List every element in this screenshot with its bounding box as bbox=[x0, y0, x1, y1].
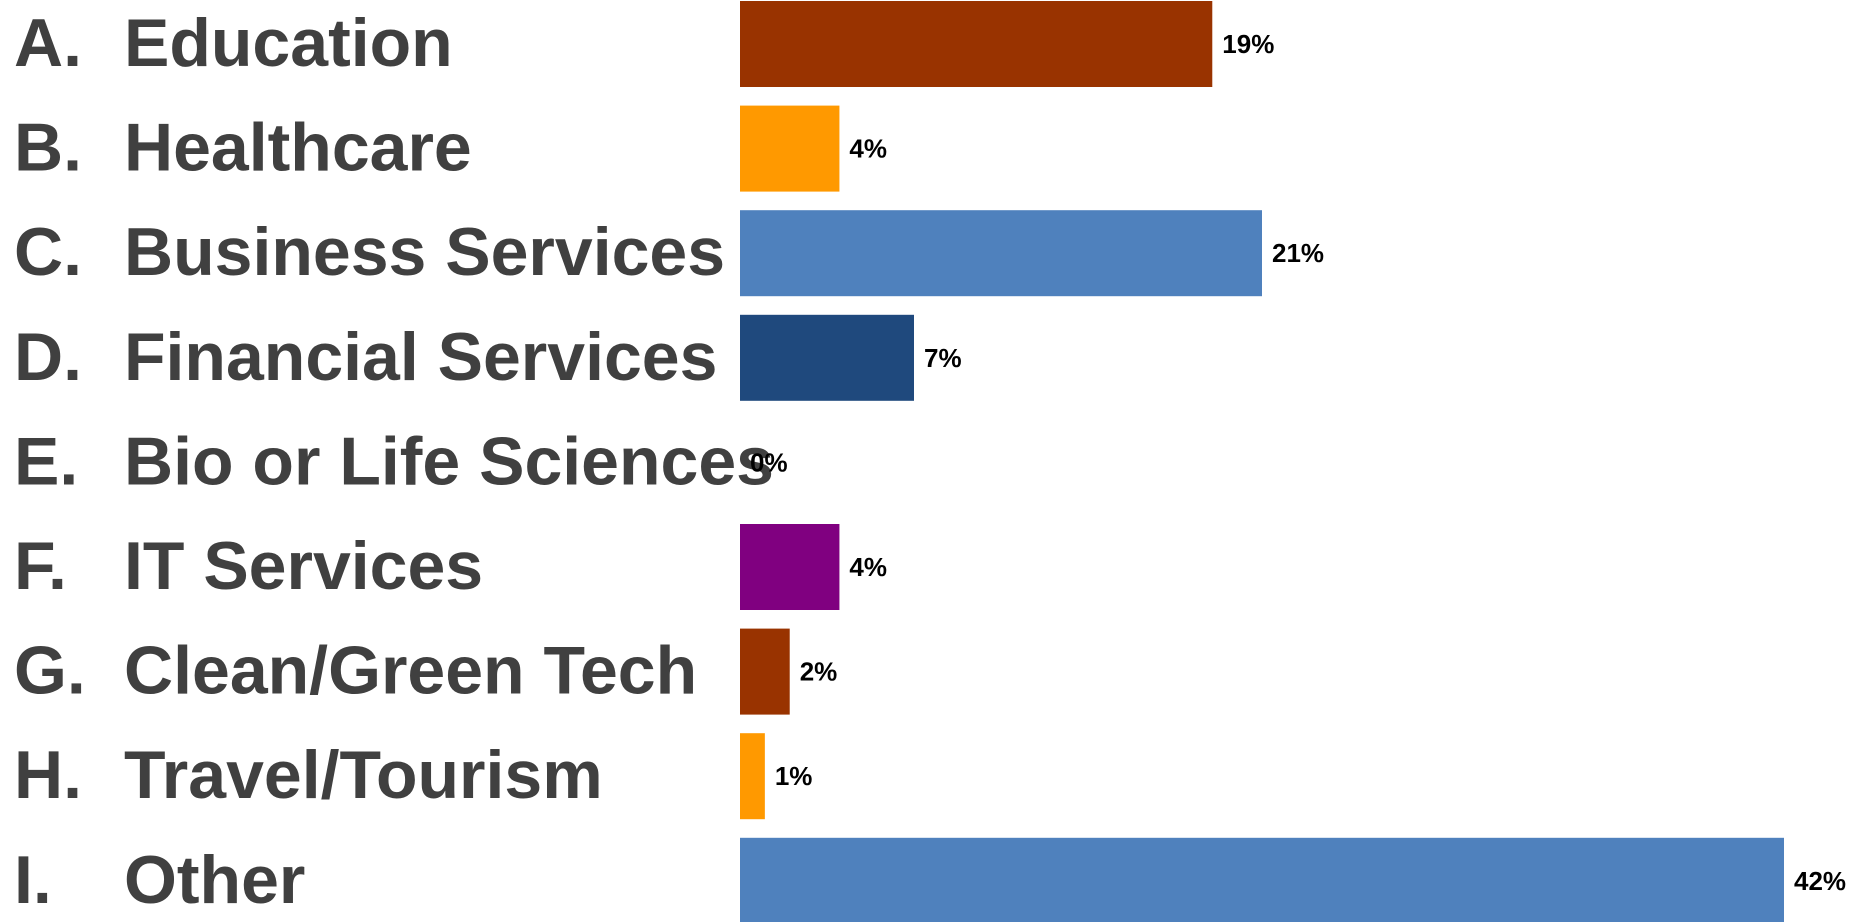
option-letter-e: E. bbox=[14, 423, 78, 499]
option-letter-h: H. bbox=[14, 737, 82, 813]
value-label-bio-or-life-sciences: 0% bbox=[750, 447, 788, 477]
option-letter-c: C. bbox=[14, 214, 82, 290]
option-letter-d: D. bbox=[14, 319, 82, 395]
bar-business-services bbox=[740, 210, 1262, 297]
bar-healthcare bbox=[740, 105, 840, 192]
bar-education bbox=[740, 1, 1213, 87]
category-label-healthcare: Healthcare bbox=[124, 110, 472, 186]
category-label-travel-tourism: Travel/Tourism bbox=[124, 737, 603, 813]
option-letter-f: F. bbox=[14, 528, 67, 604]
option-letter-g: G. bbox=[14, 633, 86, 709]
value-label-other: 42% bbox=[1794, 866, 1846, 896]
category-label-education: Education bbox=[124, 5, 453, 81]
category-labels: A. Education B. Healthcare C. Business Servic… bbox=[14, 5, 774, 918]
value-label-clean-green-tech: 2% bbox=[800, 657, 838, 687]
value-label-healthcare: 4% bbox=[849, 134, 887, 164]
option-letter-b: B. bbox=[14, 110, 82, 186]
category-label-financial-services: Financial Services bbox=[124, 319, 717, 395]
bar-it-services bbox=[740, 524, 840, 610]
category-label-bio-or-life-sciences: Bio or Life Sciences bbox=[124, 423, 774, 499]
value-label-business-services: 21% bbox=[1272, 238, 1324, 268]
bar-travel-tourism bbox=[740, 733, 765, 820]
bars bbox=[740, 1, 1784, 922]
category-label-it-services: IT Services bbox=[124, 528, 483, 604]
value-labels: 19% 4% 21% 7% 0% 4% 2% 1% 42% bbox=[750, 29, 1846, 896]
category-label-other: Other bbox=[124, 842, 305, 918]
value-label-travel-tourism: 1% bbox=[775, 761, 813, 791]
value-label-education: 19% bbox=[1222, 29, 1274, 59]
bar-clean-green-tech bbox=[740, 628, 790, 715]
category-label-clean-green-tech: Clean/Green Tech bbox=[124, 633, 697, 709]
value-label-financial-services: 7% bbox=[924, 343, 962, 373]
bar-other bbox=[740, 837, 1784, 922]
option-letter-a: A. bbox=[14, 5, 82, 81]
bar-financial-services bbox=[740, 314, 914, 401]
category-label-business-services: Business Services bbox=[124, 214, 725, 290]
option-letter-i: I. bbox=[14, 842, 52, 918]
value-label-it-services: 4% bbox=[849, 552, 887, 582]
